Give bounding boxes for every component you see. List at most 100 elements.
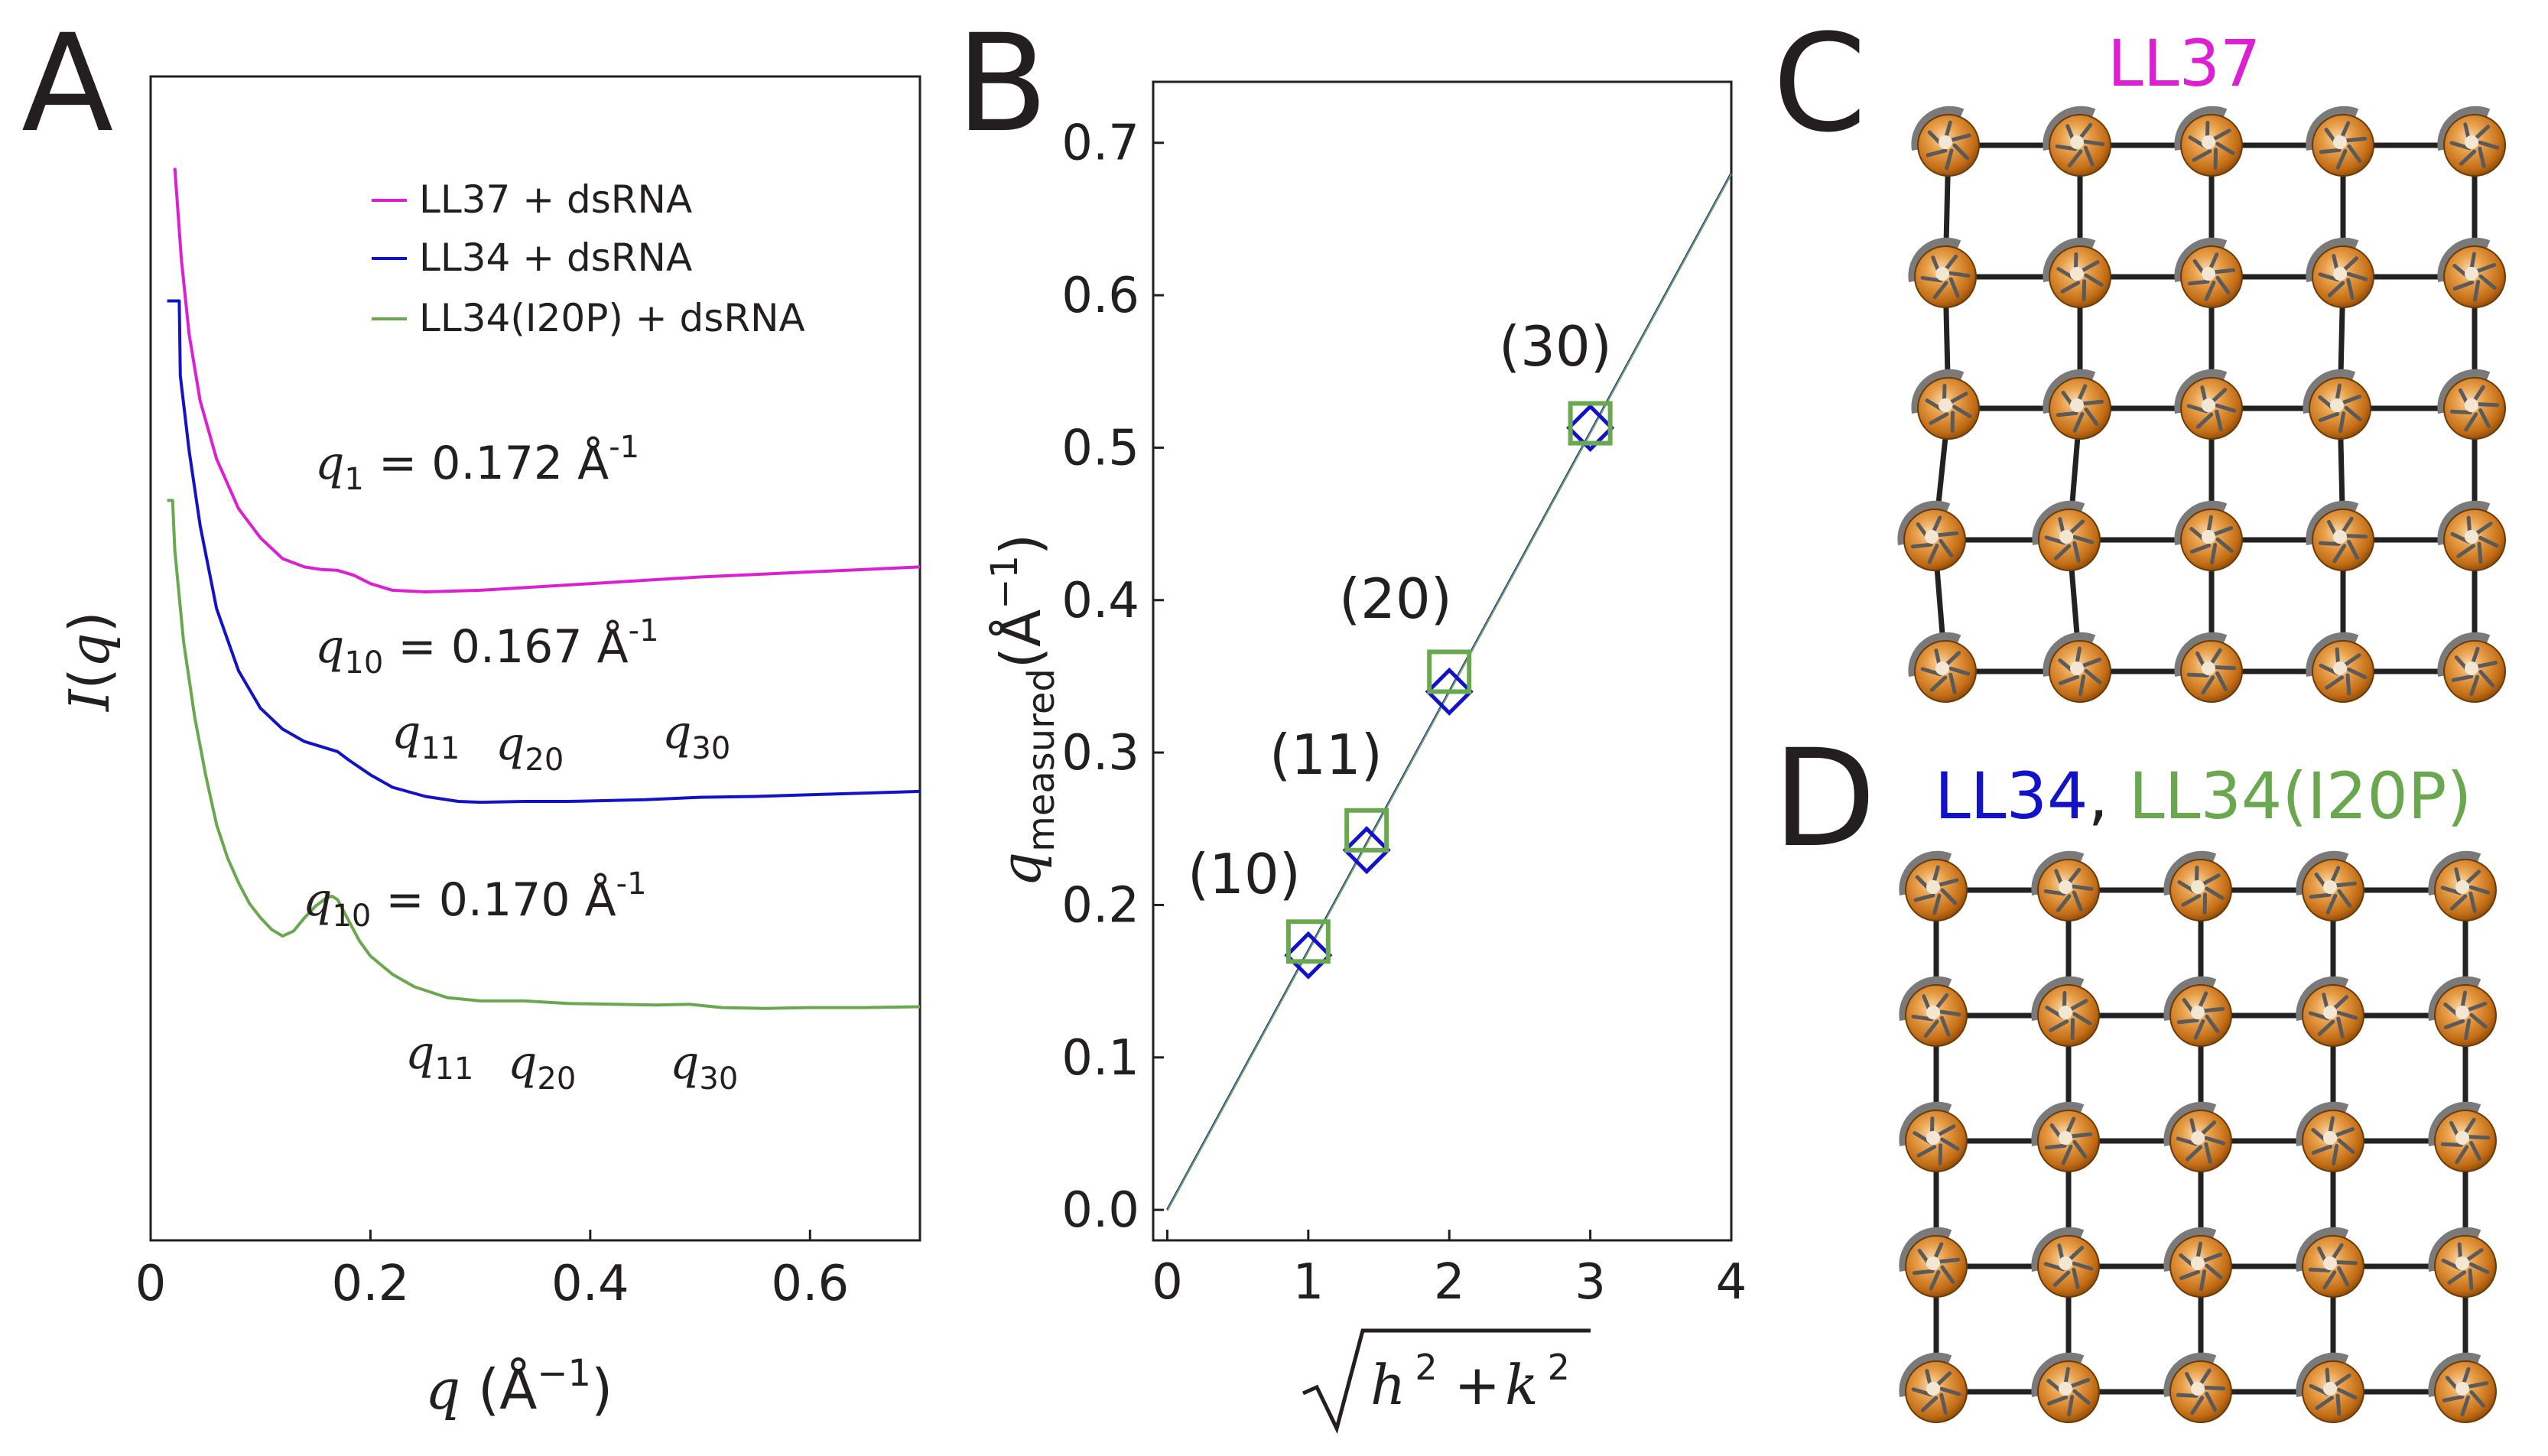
panel-a-frame (149, 75, 921, 1242)
molecule-helix (2187, 279, 2210, 286)
molecule-highlight (2330, 398, 2344, 412)
molecule-helix (2478, 669, 2495, 687)
molecule-helix (2084, 407, 2099, 427)
molecule-helix (1911, 1014, 1934, 1022)
molecule-icon (2306, 237, 2374, 308)
sqrt-sign-icon (1302, 1328, 1591, 1435)
point-label-11: (11) (1269, 723, 1383, 787)
panel-b-ticks: 0 1 2 3 4 0.0 0.1 0.2 0.3 0.4 0.5 0.6 0.7 (1061, 115, 1747, 1311)
y-tick-label: 0.3 (1061, 725, 1139, 782)
molecule-icon (2437, 632, 2506, 703)
molecule-helix (2052, 1270, 2071, 1287)
molecule-helix (1949, 133, 1971, 142)
molecule-icon (2174, 632, 2243, 703)
molecule-icon (2437, 106, 2506, 177)
x-tick-label: 0.2 (332, 1256, 410, 1312)
molecule-shell (2437, 632, 2491, 677)
molecule-icon (2163, 1101, 2232, 1172)
molecule-helix (2452, 280, 2475, 291)
x-tick-label: 0.4 (551, 1256, 629, 1312)
molecule-shell (1897, 500, 1951, 545)
molecule-shell (2163, 1101, 2217, 1146)
molecule-helix (2460, 1395, 2471, 1417)
molecule-icon (2296, 976, 2364, 1047)
molecule-helix (2215, 537, 2234, 554)
molecule-highlight (2323, 880, 2337, 894)
molecule-helix (2071, 884, 2094, 892)
molecule-shell (2306, 632, 2359, 677)
molecule-helix (2199, 1120, 2217, 1137)
molecule-helix (2337, 1266, 2350, 1287)
molecule-shell (2174, 369, 2228, 414)
panel-letter-b: B (956, 5, 1048, 162)
molecule-helix (1929, 675, 1948, 692)
molecule-icon (2306, 632, 2374, 703)
molecule-shell (2306, 106, 2359, 151)
molecule-helix (2472, 125, 2491, 141)
molecule-helix (2456, 544, 2476, 558)
ann-sym: q (670, 1036, 699, 1090)
molecule-helix (2069, 1378, 2091, 1389)
molecule-shell (2043, 106, 2096, 151)
annotation-q10-i20p: q10 = 0.170 Å-1 (303, 866, 647, 934)
molecule-shell (2174, 106, 2228, 151)
molecule-icon (2031, 850, 2100, 921)
molecule-helix (1948, 277, 1960, 298)
point-label-20: (20) (1339, 567, 1452, 631)
x-label-plus: + (1454, 1353, 1500, 1417)
molecule-helix (1912, 1269, 1935, 1276)
molecule-helix (1937, 878, 1959, 887)
molecule-helix (2447, 1270, 2467, 1285)
molecule-shell (2031, 1101, 2085, 1146)
molecule-shell (1908, 237, 1961, 282)
molecule-icon (1899, 976, 1968, 1047)
molecule-highlight (2465, 398, 2478, 412)
molecule-helix (2084, 273, 2104, 287)
molecule-shell (1899, 850, 1952, 895)
molecule-helix (2189, 543, 2212, 554)
molecule-highlight (1926, 880, 1940, 894)
lattice-d-grid (1899, 850, 2497, 1423)
molecule-icon (2043, 106, 2111, 177)
panel-b-y-label: qmeasured(Å−1) (983, 534, 1063, 887)
molecule-helix (1934, 1371, 1952, 1388)
molecule-shell (1911, 106, 1965, 151)
molecule-helix (2205, 886, 2225, 900)
molecule-highlight (2455, 880, 2469, 894)
molecule-helix (2335, 881, 2358, 888)
ann-sub: 30 (699, 1061, 738, 1097)
x-tick-label: 0 (1152, 1254, 1183, 1311)
molecule-helix (2215, 141, 2235, 155)
y-tick-label: 0.6 (1061, 268, 1139, 324)
molecule-helix (2072, 535, 2095, 544)
molecule-helix (1923, 1019, 1939, 1038)
molecule-helix (1940, 888, 1958, 905)
molecule-highlight (2191, 1256, 2205, 1270)
panel-a-legend: LL37 + dsRNA LL34 + dsRNA LL34(I20P) + d… (372, 177, 805, 340)
molecule-helix (2469, 674, 2480, 697)
molecule-helix (2066, 1246, 2085, 1263)
x-label-close: ) (591, 1357, 613, 1422)
molecule-helix (2335, 148, 2348, 170)
molecule-highlight (1939, 135, 1952, 149)
molecule-helix (2477, 541, 2483, 564)
molecule-helix (2078, 674, 2086, 697)
molecule-helix (2205, 1263, 2223, 1280)
molecule-helix (2072, 411, 2085, 433)
molecule-helix (2181, 894, 2202, 907)
molecule-helix (2319, 148, 2342, 154)
square-point-i20p (1344, 808, 1389, 853)
molecule-icon (2306, 500, 2374, 571)
lattice-c-grid (1897, 106, 2506, 703)
molecule-helix (1952, 405, 1972, 418)
molecule-helix (2308, 1011, 2330, 1021)
diamond-point-ll34 (1284, 931, 1333, 980)
molecule-helix (2345, 136, 2368, 143)
molecule-helix (2469, 1262, 2490, 1275)
molecule-helix (2309, 892, 2332, 899)
ann-sub: 10 (332, 899, 371, 934)
ann-sup: -1 (616, 866, 647, 902)
molecule-helix (1945, 148, 1954, 171)
molecule-helix (2210, 543, 2218, 565)
